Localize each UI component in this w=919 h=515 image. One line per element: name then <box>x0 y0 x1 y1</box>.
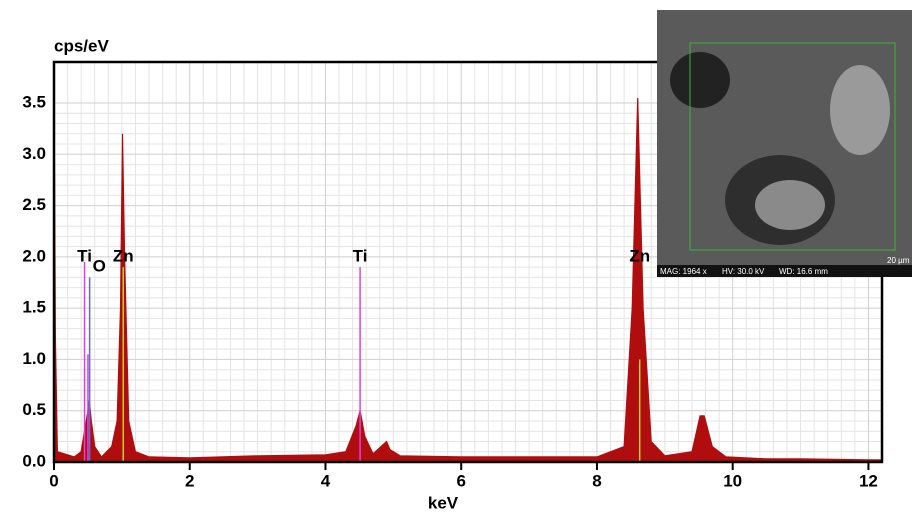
spectrum-area <box>53 72 883 463</box>
x-tick-label: 4 <box>321 471 331 490</box>
x-tick-label: 0 <box>49 471 58 490</box>
y-tick-label: 1.0 <box>22 349 46 368</box>
selection-box <box>689 42 896 251</box>
x-axis-label: keV <box>428 493 459 512</box>
y-tick-label: 0.0 <box>22 451 46 470</box>
x-tick-label: 12 <box>859 471 878 490</box>
x-tick-label: 8 <box>592 471 601 490</box>
caption: HV: 30.0 kV <box>722 267 765 276</box>
y-tick-label: 3.5 <box>22 93 46 112</box>
x-tick-label: 6 <box>456 471 465 490</box>
element-label: Zn <box>629 246 650 265</box>
sem-inset: MAG: 1964 x HV: 30.0 kV WD: 16.6 mm 20 µ… <box>657 10 912 277</box>
y-tick-label: 3.0 <box>22 144 46 163</box>
caption: WD: 16.6 mm <box>779 267 828 276</box>
element-label: Zn <box>113 246 134 265</box>
y-tick-label: 2.0 <box>22 246 46 265</box>
caption: 20 µm <box>887 256 910 265</box>
element-label: Ti <box>353 246 368 265</box>
pore <box>670 52 730 108</box>
x-tick-label: 2 <box>185 471 194 490</box>
caption-bar <box>657 265 912 277</box>
caption: MAG: 1964 x <box>660 267 707 276</box>
y-axis-label: cps/eV <box>54 36 109 55</box>
y-tick-label: 1.5 <box>22 298 46 317</box>
element-label: O <box>93 256 106 275</box>
y-tick-label: 2.5 <box>22 195 46 214</box>
particles <box>830 65 890 155</box>
element-label: Ti <box>77 246 92 265</box>
x-tick-label: 10 <box>723 471 742 490</box>
y-tick-label: 0.5 <box>22 400 46 419</box>
particles <box>755 180 825 230</box>
